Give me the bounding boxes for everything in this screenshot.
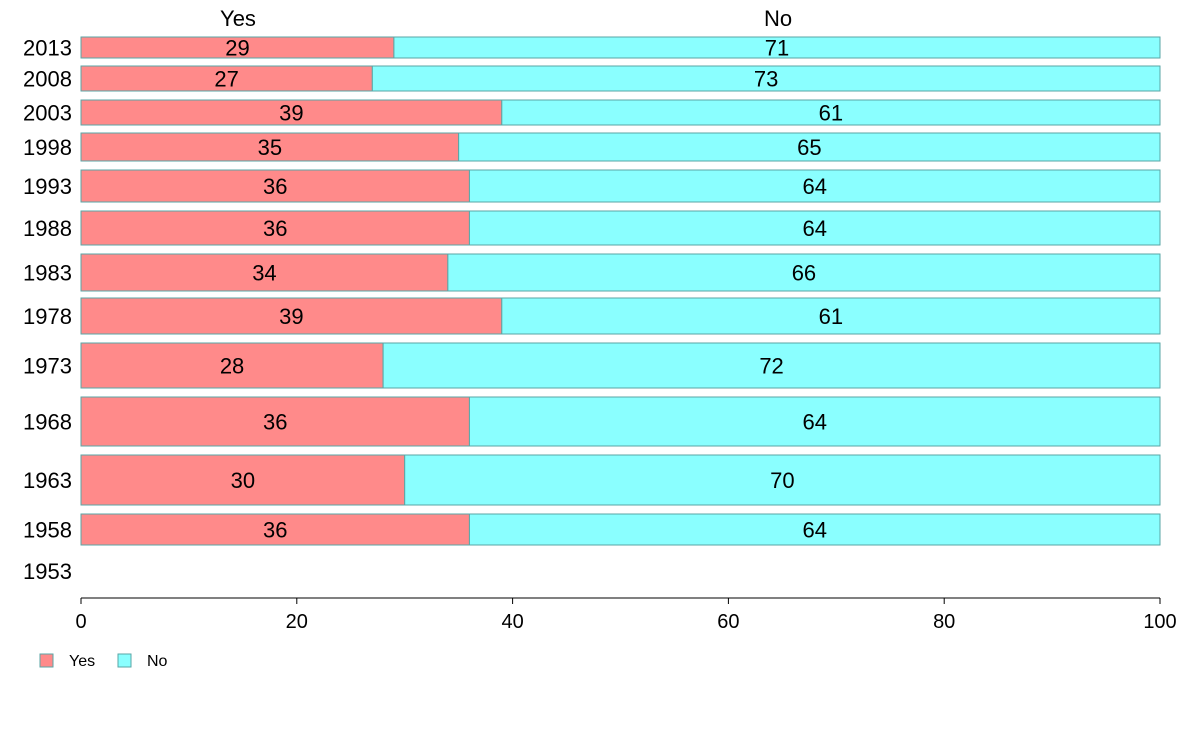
bar-no-1998 <box>458 132 1161 162</box>
year-label-1968: 1968 <box>23 410 72 435</box>
bar-no-1983 <box>447 253 1161 292</box>
data-label-no-1968: 64 <box>802 410 826 435</box>
bar-yes-1998 <box>80 132 460 162</box>
x-axis: 0 20 40 60 80 100 <box>75 597 1177 633</box>
series-header-no: No <box>764 6 792 31</box>
bar-no-2008 <box>371 65 1161 92</box>
data-label-yes-2008: 27 <box>214 67 238 92</box>
bar-yes-1968 <box>80 396 470 447</box>
data-label-yes-1983: 34 <box>252 261 276 286</box>
bar-yes-1958 <box>80 513 470 546</box>
legend-label-yes: Yes <box>69 653 95 670</box>
legend-swatch-yes <box>39 653 54 668</box>
data-label-no-2003: 61 <box>819 101 843 126</box>
data-label-no-1973: 72 <box>759 354 783 379</box>
year-label-1983: 1983 <box>23 261 72 286</box>
data-label-yes-1988: 36 <box>263 216 287 241</box>
legend: Yes No <box>39 653 168 670</box>
year-label-1993: 1993 <box>23 174 72 199</box>
bar-no-2013 <box>393 36 1161 59</box>
data-label-no-1958: 64 <box>802 518 826 543</box>
bar-yes-2008 <box>80 65 373 92</box>
year-label-1963: 1963 <box>23 468 72 493</box>
year-label-1953: 1953 <box>23 559 72 584</box>
data-label-yes-2013: 29 <box>225 36 249 61</box>
data-label-yes-1973: 28 <box>220 354 244 379</box>
bar-yes-1983 <box>80 253 449 292</box>
year-label-2008: 2008 <box>23 67 72 92</box>
data-label-yes-1963: 30 <box>231 468 255 493</box>
series-header-yes: Yes <box>220 6 256 31</box>
x-tick-label-40: 40 <box>501 611 523 633</box>
x-tick-label-80: 80 <box>933 611 955 633</box>
data-label-yes-1993: 36 <box>263 174 287 199</box>
data-label-no-1978: 61 <box>819 304 843 329</box>
data-label-no-1993: 64 <box>802 174 826 199</box>
bar-no-2003 <box>501 99 1161 126</box>
legend-label-no: No <box>147 653 168 670</box>
bar-yes-1978 <box>80 297 503 335</box>
bar-no-1993 <box>468 169 1161 203</box>
year-label-1998: 1998 <box>23 135 72 160</box>
bar-no-1978 <box>501 297 1161 335</box>
x-tick-label-0: 0 <box>75 611 86 633</box>
data-label-no-1963: 70 <box>770 468 794 493</box>
x-tick-label-60: 60 <box>717 611 739 633</box>
bar-no-1988 <box>468 210 1161 246</box>
year-label-1978: 1978 <box>23 304 72 329</box>
year-label-1973: 1973 <box>23 354 72 379</box>
data-label-no-1998: 65 <box>797 135 821 160</box>
year-label-2013: 2013 <box>23 36 72 61</box>
data-label-no-1983: 66 <box>792 261 816 286</box>
bar-no-1958 <box>468 513 1161 546</box>
data-label-yes-1978: 39 <box>279 304 303 329</box>
legend-swatch-no <box>117 653 132 668</box>
bar-no-1973 <box>382 342 1161 389</box>
series-header-labels: Yes No <box>220 6 792 31</box>
x-tick-label-100: 100 <box>1143 611 1176 633</box>
data-label-no-1988: 64 <box>802 216 826 241</box>
bar-no-1968 <box>468 396 1161 447</box>
year-label-1988: 1988 <box>23 216 72 241</box>
data-label-no-2008: 73 <box>754 67 778 92</box>
year-label-1958: 1958 <box>23 518 72 543</box>
data-label-no-2013: 71 <box>765 36 789 61</box>
bar-no-1963 <box>404 454 1161 506</box>
data-label-yes-1998: 35 <box>258 135 282 160</box>
x-tick-label-20: 20 <box>286 611 308 633</box>
data-label-yes-1968: 36 <box>263 410 287 435</box>
data-label-yes-2003: 39 <box>279 101 303 126</box>
year-label-2003: 2003 <box>23 101 72 126</box>
data-label-yes-1958: 36 <box>263 518 287 543</box>
bar-yes-1993 <box>80 169 470 203</box>
bar-yes-1988 <box>80 210 470 246</box>
